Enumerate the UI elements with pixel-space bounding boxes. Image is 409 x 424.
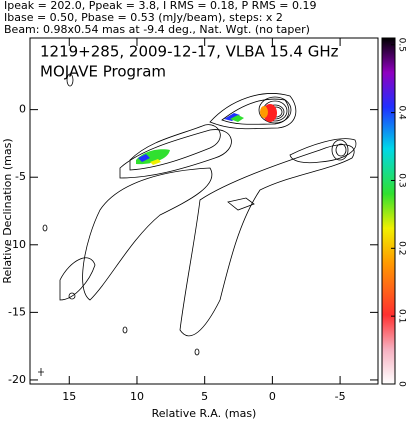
x-axis-label: Relative R.A. (mas) (152, 407, 257, 420)
chart-subtitle: MOJAVE Program (40, 63, 166, 81)
colorbar-tick-label: 0.2 (397, 241, 407, 255)
colorbar (381, 37, 396, 385)
x-tick-label: 0 (269, 390, 276, 403)
header-line: Beam: 0.98x0.54 mas at -9.4 deg., Nat. W… (4, 23, 310, 36)
x-tick-label: 10 (130, 390, 144, 403)
plot-frame (29, 37, 379, 385)
colorbar-tick-label: 0 (397, 381, 407, 387)
y-axis-label: Relative Declination (mas) (1, 138, 14, 283)
x-tick-label: -5 (335, 390, 346, 403)
colorbar-tick-label: 0.4 (397, 105, 407, 120)
y-tick-label: 0 (19, 103, 26, 116)
chart-title: 1219+285, 2009-12-17, VLBA 15.4 GHz (40, 43, 339, 61)
x-tick-label: 15 (62, 390, 76, 403)
y-tick-label: -10 (8, 238, 26, 251)
y-tick-label: -15 (8, 305, 26, 318)
header-line: Ibase = 0.50, Pbase = 0.53 (mJy/beam), s… (4, 11, 283, 24)
contour-map (38, 73, 357, 376)
x-tick-label: 5 (201, 390, 208, 403)
colorbar-tick-label: 0.3 (397, 173, 407, 187)
header-line: Ipeak = 202.0, Ppeak = 3.8, I RMS = 0.18… (4, 0, 317, 12)
y-tick-label: -20 (8, 373, 26, 386)
y-tick-label: -5 (15, 170, 26, 183)
colorbar-tick-label: 0.1 (397, 309, 407, 323)
colorbar-tick-label: 0.5 (397, 38, 407, 52)
